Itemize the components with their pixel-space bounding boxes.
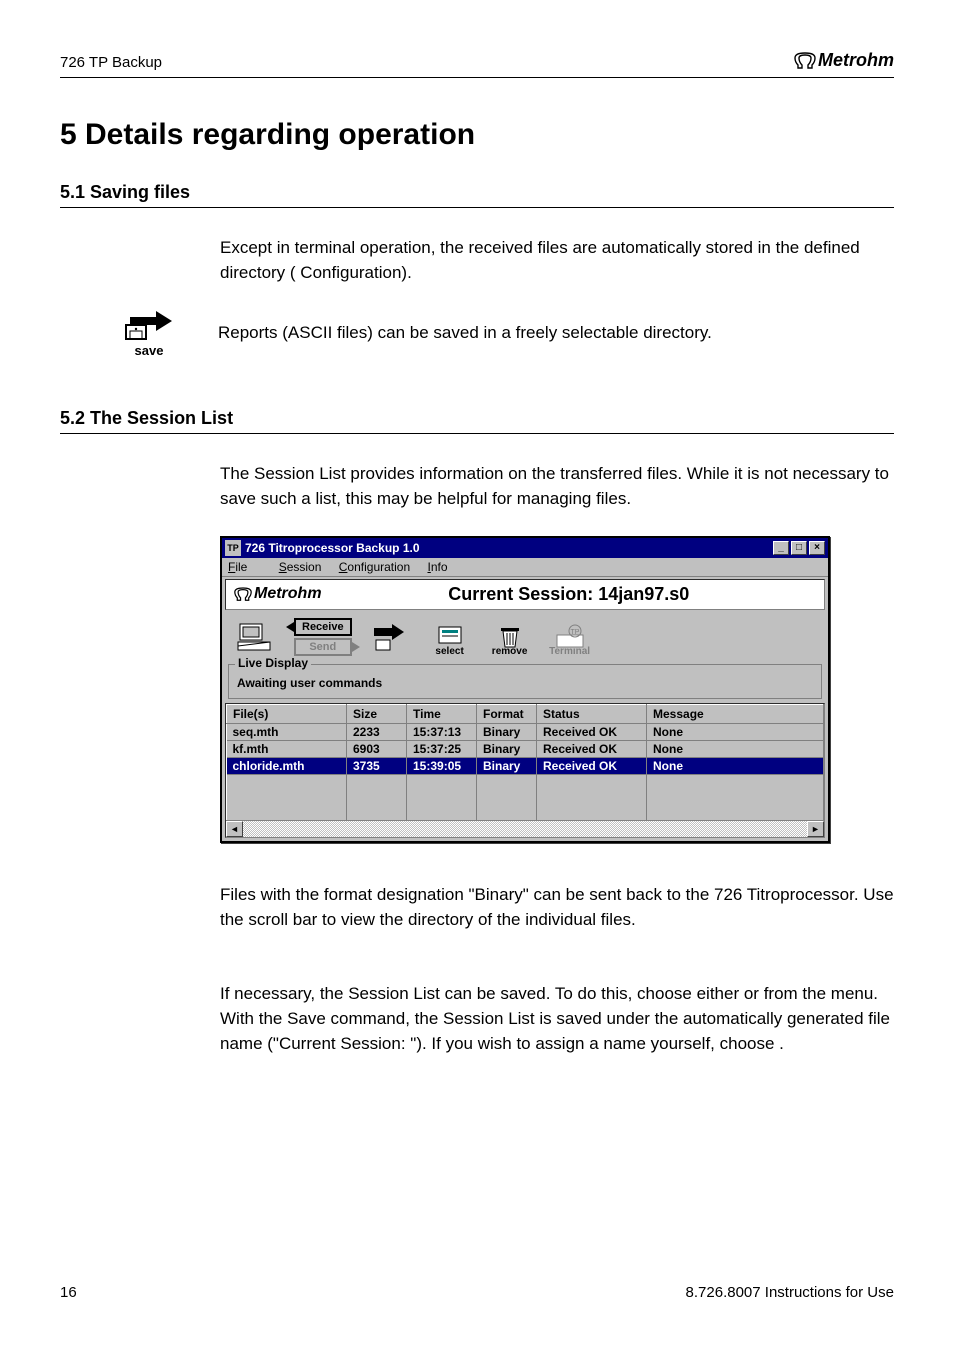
after-para1: Files with the format designation "Binar… [220,883,894,932]
menu-info[interactable]: Info [427,560,447,574]
col-format[interactable]: Format [477,704,537,723]
terminal-toolbar-icon[interactable]: TP Terminal [548,619,592,655]
save-icon-label: save [120,343,178,358]
page-footer: 16 8.726.8007 Instructions for Use [60,1284,894,1301]
brand-logo: Metrohm [794,50,894,71]
menu-configuration[interactable]: Configuration [339,560,410,574]
table-blank-area [227,774,824,820]
table-row[interactable]: chloride.mth373515:39:05BinaryReceived O… [227,757,824,774]
table-row[interactable]: kf.mth690315:37:25BinaryReceived OKNone [227,740,824,757]
app-window: TP 726 Titroprocessor Backup 1.0 _ □ × F… [220,536,830,844]
menu-session[interactable]: Session [279,560,322,574]
section-5-2-heading: 5.2 The Session List [60,408,894,434]
sec51-para1-b: Configuration). [296,263,412,282]
select-label: select [435,646,463,657]
sec51-para1: Except in terminal operation, the receiv… [220,236,894,285]
horizontal-scrollbar[interactable]: ◄ ► [226,820,824,837]
save-icon-row: save Reports (ASCII files) can be saved … [60,309,894,358]
col-files[interactable]: File(s) [227,704,347,723]
col-status[interactable]: Status [537,704,647,723]
omega-icon [794,52,816,70]
app-icon: TP [225,540,241,556]
titlebar: TP 726 Titroprocessor Backup 1.0 _ □ × [222,538,828,558]
menubar: File Session Configuration Info [222,558,828,577]
section-5-1-heading: 5.1 Saving files [60,182,894,208]
after-para2: If necessary, the Session List can be sa… [220,982,894,1056]
minimize-button[interactable]: _ [773,541,789,555]
brand-name: Metrohm [818,50,894,71]
scroll-right-arrow[interactable]: ► [807,821,824,837]
footer-right: 8.726.8007 Instructions for Use [686,1284,894,1301]
live-display-group: Live Display Awaiting user commands [228,664,822,699]
table-row[interactable]: seq.mth223315:37:13BinaryReceived OKNone [227,723,824,740]
maximize-button[interactable]: □ [791,541,807,555]
receive-button[interactable]: Receive [294,618,352,636]
save-icon: save [120,309,178,358]
remove-label: remove [492,646,528,657]
sec52-para1: The Session List provides information on… [220,462,894,511]
col-time[interactable]: Time [407,704,477,723]
svg-text:TP: TP [570,629,579,636]
table-header-row: File(s) Size Time Format Status Message [227,704,824,723]
select-toolbar-icon[interactable]: select [428,619,472,655]
close-button[interactable]: × [809,541,825,555]
menu-file[interactable]: File [228,560,261,574]
omega-icon [234,587,252,602]
live-status: Awaiting user commands [237,676,813,690]
current-session: Current Session: 14jan97.s0 [322,584,816,605]
window-title: 726 Titroprocessor Backup 1.0 [245,541,420,555]
window-brand: Metrohm [254,585,322,603]
file-table: File(s) Size Time Format Status Message … [225,703,825,839]
header-left-text: 726 TP Backup [60,54,162,71]
send-button[interactable]: Send [294,638,352,656]
page-header: 726 TP Backup Metrohm [60,50,894,78]
page-number: 16 [60,1284,77,1301]
scroll-left-arrow[interactable]: ◄ [226,821,243,837]
col-message[interactable]: Message [647,704,824,723]
pc-icon [234,619,278,655]
terminal-label: Terminal [549,646,590,657]
sec51-para2: Reports (ASCII files) can be saved in a … [218,321,894,346]
remove-toolbar-icon[interactable]: remove [488,619,532,655]
save-toolbar-icon[interactable] [368,619,412,655]
live-legend: Live Display [235,656,311,670]
toolbar: Receive Send select remove TP Terminal [222,612,828,662]
h1-title: 5 Details regarding operation [60,118,894,152]
brand-bar: Metrohm Current Session: 14jan97.s0 [225,579,825,610]
col-size[interactable]: Size [347,704,407,723]
